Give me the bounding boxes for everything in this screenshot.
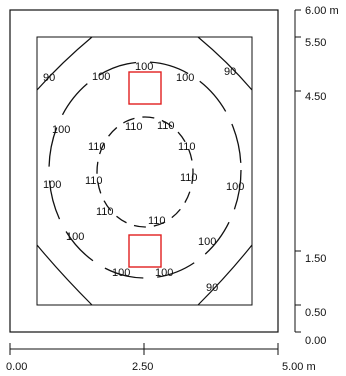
contour-label: 100 — [198, 236, 216, 248]
contour-label: 100 — [112, 267, 130, 279]
contour-100 — [48, 61, 242, 279]
y-tick-label: 0.50 — [305, 307, 326, 319]
contour-label: 100 — [52, 124, 70, 136]
room-outer-boundary — [9, 9, 279, 333]
corner-contour-top-left — [36, 36, 93, 91]
contour-label: 110 — [157, 120, 175, 132]
y-tick-label: 4.50 — [305, 91, 326, 103]
x-axis: 0.00 2.50 5.00 m — [6, 343, 316, 373]
contour-label: 100 — [155, 267, 173, 279]
contour-label: 100 — [43, 179, 61, 191]
y-tick-label: 1.50 — [305, 253, 326, 265]
luminaire-bottom — [128, 234, 162, 268]
x-tick-label: 5.00 m — [282, 361, 316, 373]
work-area-boundary — [36, 36, 253, 306]
contour-label: 110 — [96, 206, 114, 218]
corner-contour-bottom-left — [36, 244, 93, 306]
y-tick-label: 6.00 m — [305, 5, 339, 17]
contour-label: 110 — [125, 121, 143, 133]
contour-label: 100 — [92, 71, 110, 83]
contour-label: 90 — [206, 282, 218, 294]
corner-contour-bottom-right — [197, 244, 253, 306]
luminaire-top — [128, 71, 162, 105]
corner-contour-top-right — [197, 36, 253, 91]
y-axis: 6.00 m 5.50 4.50 1.50 0.50 0.00 — [294, 5, 339, 347]
x-tick-label: 0.00 — [6, 361, 27, 373]
y-tick-label: 5.50 — [305, 37, 326, 49]
contour-label: 110 — [148, 215, 166, 227]
x-tick-label: 2.50 — [132, 361, 153, 373]
contour-label: 100 — [66, 231, 84, 243]
contour-label: 110 — [85, 175, 103, 187]
contour-label: 110 — [180, 172, 198, 184]
y-tick-label: 0.00 — [305, 335, 326, 347]
contour-label: 100 — [176, 72, 194, 84]
contour-label: 110 — [88, 141, 106, 153]
contour-label: 100 — [226, 181, 244, 193]
contour-label: 90 — [224, 66, 236, 78]
contour-label: 90 — [43, 72, 55, 84]
contour-label: 110 — [178, 141, 196, 153]
contour-label: 100 — [135, 61, 153, 73]
contour-110 — [96, 116, 194, 228]
